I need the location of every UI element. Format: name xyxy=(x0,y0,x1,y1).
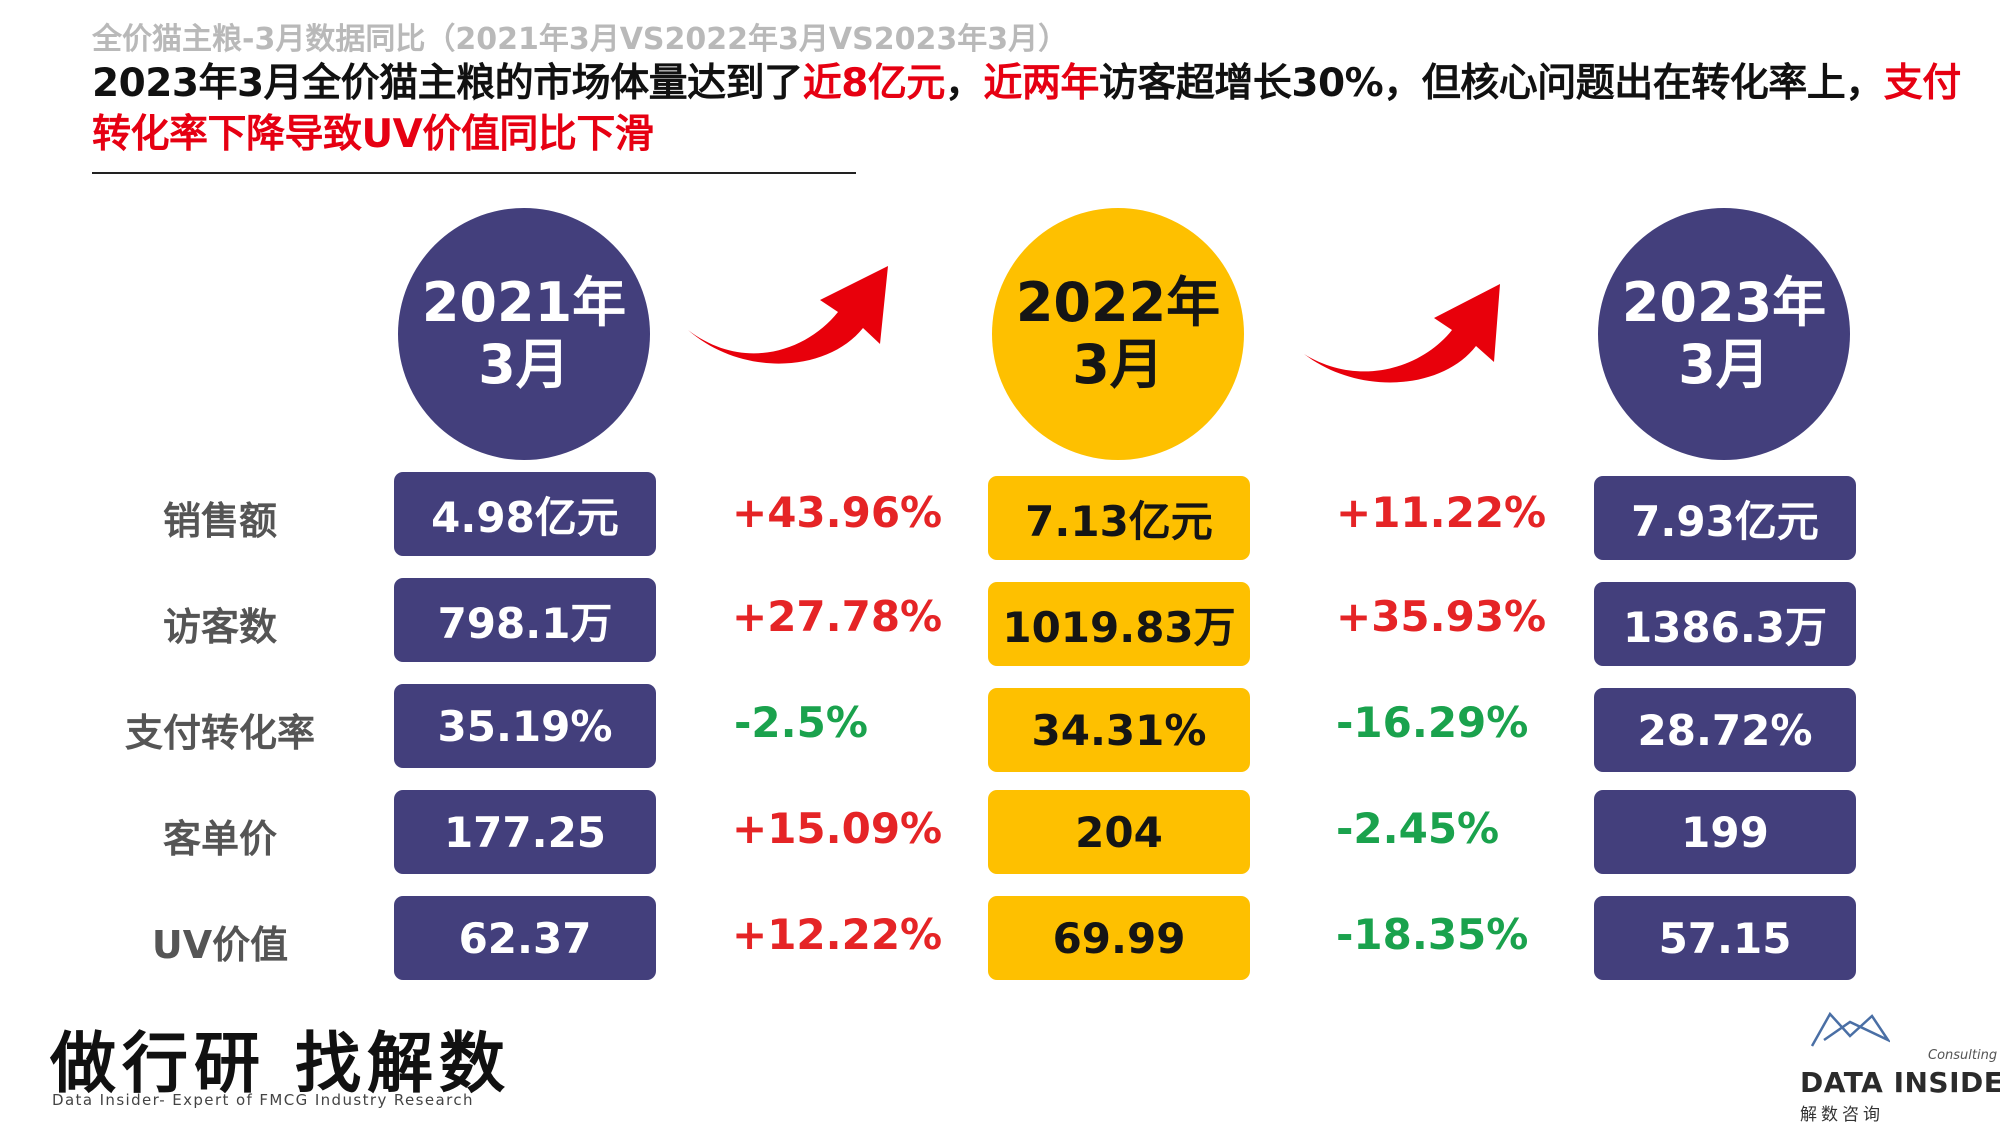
headline-highlight-conversion: 支付转化率下降导致UV价值同比下滑 xyxy=(92,61,1961,157)
value-2022-conversion-rate: 34.31% xyxy=(988,688,1250,772)
row-label-conversion-rate: 支付转化率 xyxy=(124,711,315,755)
slide-subtitle: 全价猫主粮-3月数据同比（2021年3月VS2022年3月VS2023年3月） xyxy=(92,22,1069,57)
change-2023-uv-value: -18.35% xyxy=(1336,910,1529,959)
value-2021-avg-order-value: 177.25 xyxy=(394,790,656,874)
change-2022-avg-order-value: +15.09% xyxy=(732,804,943,853)
value-2023-conversion-rate: 28.72% xyxy=(1594,688,1856,772)
period-circle-2023: 2023年 3月 xyxy=(1598,208,1850,460)
change-2022-uv-value: +12.22% xyxy=(732,910,943,959)
value-2023-uv-value: 57.15 xyxy=(1594,896,1856,980)
value-2021-uv-value: 62.37 xyxy=(394,896,656,980)
change-2023-avg-order-value: -2.45% xyxy=(1336,804,1500,853)
brand-tagline: Data Insider- Expert of FMCG Industry Re… xyxy=(52,1091,474,1109)
change-2022-conversion-rate: -2.5% xyxy=(734,698,868,747)
value-2022-sales: 7.13亿元 xyxy=(988,476,1250,560)
growth-arrow-icon xyxy=(688,266,888,364)
logo-cn-name: 解数咨询 xyxy=(1800,1105,1884,1125)
value-2021-conversion-rate: 35.19% xyxy=(394,684,656,768)
value-2022-uv-value: 69.99 xyxy=(988,896,1250,980)
value-2021-sales: 4.98亿元 xyxy=(394,472,656,556)
row-label-avg-order-value: 客单价 xyxy=(162,817,277,861)
change-2022-sales: +43.96% xyxy=(732,488,943,537)
headline-highlight-market-size: 近8亿元 xyxy=(802,61,946,106)
logo-name: DATA INSIDER xyxy=(1800,1066,2000,1099)
period-year: 2022年 xyxy=(1015,271,1221,334)
period-year: 2023年 xyxy=(1621,271,1827,334)
value-2023-sales: 7.93亿元 xyxy=(1594,476,1856,560)
logo-mark-icon xyxy=(1810,1011,1890,1047)
title-divider xyxy=(92,172,856,174)
change-2023-conversion-rate: -16.29% xyxy=(1336,698,1529,747)
slide-headline: 2023年3月全价猫主粮的市场体量达到了近8亿元，近两年访客超增长30%，但核心… xyxy=(92,58,1972,160)
row-label-uv-value: UV价值 xyxy=(151,923,289,967)
change-2023-visitors: +35.93% xyxy=(1336,592,1547,641)
value-2022-visitors: 1019.83万 xyxy=(988,582,1250,666)
headline-part-1: 2023年3月全价猫主粮的市场体量达到了 xyxy=(92,61,803,106)
value-2023-visitors: 1386.3万 xyxy=(1594,582,1856,666)
period-month: 3月 xyxy=(1072,333,1164,396)
period-month: 3月 xyxy=(478,333,570,396)
brand-slogan: 做行研 找解数 xyxy=(50,1024,511,1102)
period-month: 3月 xyxy=(1678,333,1770,396)
value-2023-avg-order-value: 199 xyxy=(1594,790,1856,874)
change-2022-visitors: +27.78% xyxy=(732,592,943,641)
data-insider-logo: Consulting DATA INSIDER 解数咨询 xyxy=(1800,1010,2000,1125)
period-circle-2022: 2022年 3月 xyxy=(992,208,1244,460)
value-2021-visitors: 798.1万 xyxy=(394,578,656,662)
period-circle-2021: 2021年 3月 xyxy=(398,208,650,460)
change-2023-sales: +11.22% xyxy=(1336,488,1547,537)
row-label-visitors: 访客数 xyxy=(162,605,277,649)
row-label-sales: 销售额 xyxy=(162,499,277,543)
value-2022-avg-order-value: 204 xyxy=(988,790,1250,874)
period-year: 2021年 xyxy=(421,271,627,334)
headline-part-3: 访客超增长30%，但核心问题出在转化率上， xyxy=(1098,61,1884,106)
growth-arrow-icon xyxy=(1304,284,1500,383)
headline-highlight-two-years: 近两年 xyxy=(983,61,1099,106)
headline-part-2: ， xyxy=(944,61,984,106)
logo-consulting-label: Consulting xyxy=(1928,1048,1998,1063)
